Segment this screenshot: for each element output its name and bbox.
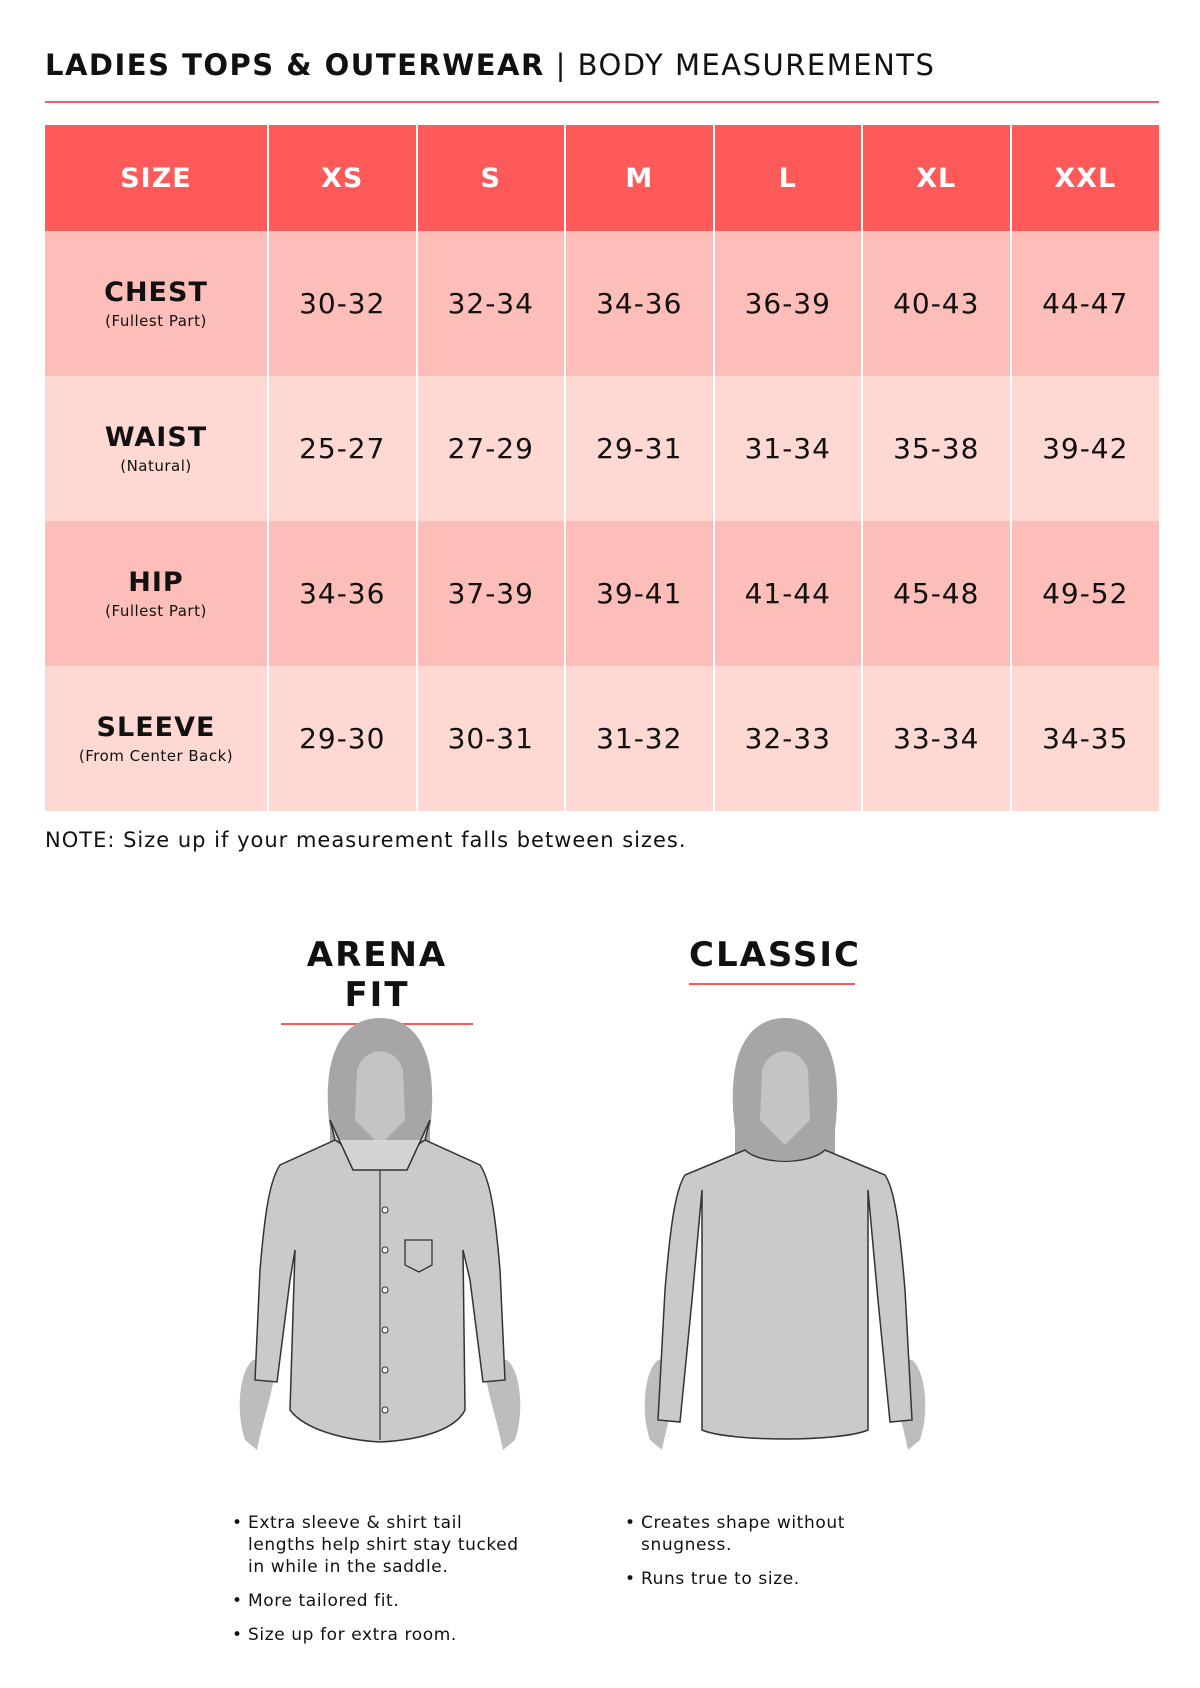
measurement-cell: 25-27 (267, 376, 417, 521)
title-bold: LADIES TOPS & OUTERWEAR (45, 48, 545, 82)
row-sublabel: (Fullest Part) (105, 312, 207, 330)
measurement-cell: 34-35 (1009, 666, 1159, 811)
title-rule (45, 101, 1159, 103)
row-label-cell: HIP (Fullest Part) (45, 521, 268, 666)
bullet: More tailored fit. (232, 1590, 532, 1612)
row-label-cell: CHEST (Fullest Part) (45, 231, 268, 376)
measurement-cell: 34-36 (267, 521, 417, 666)
measurement-cell: 40-43 (861, 231, 1011, 376)
column-header-l: L (712, 125, 862, 231)
table-row-waist: WAIST (Natural) 25-27 27-29 29-31 31-34 35-38 3… (45, 376, 1159, 521)
measurement-cell: 33-34 (861, 666, 1011, 811)
measurement-cell: 39-41 (564, 521, 714, 666)
row-sublabel: (From Center Back) (78, 747, 234, 765)
row-sublabel: (Natural) (120, 457, 192, 475)
measurement-cell: 41-44 (712, 521, 862, 666)
measurement-cell: 39-42 (1009, 376, 1159, 521)
column-header-xl: XL (861, 125, 1011, 231)
column-header-xxl: XXL (1009, 125, 1159, 231)
bullet: Creates shape without snugness. (625, 1512, 865, 1556)
column-header-size: SIZE (45, 125, 268, 231)
classic-title: CLASSIC (689, 935, 861, 975)
measurement-cell: 49-52 (1009, 521, 1159, 666)
measurement-cell: 35-38 (861, 376, 1011, 521)
row-label-cell: WAIST (Natural) (45, 376, 268, 521)
row-label-cell: SLEEVE (From Center Back) (45, 666, 268, 811)
table-row-chest: CHEST (Fullest Part) 30-32 32-34 34-36 36-39 4… (45, 231, 1159, 376)
classic-bullets: Creates shape without snugness. Runs tru… (625, 1512, 865, 1602)
bullet: Runs true to size. (625, 1568, 865, 1590)
table-row-sleeve: SLEEVE (From Center Back) 29-30 30-31 31-32 3… (45, 666, 1159, 811)
table-row-hip: HIP (Fullest Part) 34-36 37-39 39-41 41-44 45-… (45, 521, 1159, 666)
classic-rule (689, 983, 855, 985)
header-row: SIZE XS S M L XL XXL (45, 125, 1159, 231)
measurement-cell: 29-30 (267, 666, 417, 811)
row-label: SLEEVE (96, 712, 216, 743)
measurement-cell: 36-39 (712, 231, 862, 376)
row-label: HIP (128, 567, 184, 598)
bullet: Extra sleeve & shirt tail lengths help s… (232, 1512, 532, 1578)
bullet: Size up for extra room. (232, 1624, 532, 1646)
measurement-cell: 37-39 (415, 521, 565, 666)
measurement-cell: 45-48 (861, 521, 1011, 666)
row-sublabel: (Fullest Part) (105, 602, 207, 620)
page-title: LADIES TOPS & OUTERWEAR | BODY MEASUREME… (45, 48, 935, 82)
classic-heading: CLASSIC (689, 935, 859, 985)
measurement-cell: 29-31 (564, 376, 714, 521)
title-separator: | (555, 48, 567, 82)
column-header-xs: XS (267, 125, 417, 231)
row-label: CHEST (104, 277, 208, 308)
arena-fit-bullets: Extra sleeve & shirt tail lengths help s… (232, 1512, 532, 1658)
measurement-cell: 31-34 (712, 376, 862, 521)
measurement-cell: 34-36 (564, 231, 714, 376)
column-header-m: M (564, 125, 714, 231)
arena-fit-title: ARENA FIT (306, 935, 448, 1015)
measurement-cell: 32-33 (712, 666, 862, 811)
measurement-cell: 31-32 (564, 666, 714, 811)
measurement-cell: 30-31 (415, 666, 565, 811)
arena-fit-shirt-illustration (239, 1018, 521, 1450)
classic-shirt-illustration (644, 1018, 926, 1450)
note: NOTE: Size up if your measurement falls … (45, 828, 687, 852)
column-header-s: S (415, 125, 565, 231)
size-table: SIZE XS S M L XL XXL CHEST (Fullest Part) 30-32 3… (45, 125, 1159, 811)
measurement-cell: 32-34 (415, 231, 565, 376)
title-light: BODY MEASUREMENTS (577, 48, 936, 82)
measurement-cell: 30-32 (267, 231, 417, 376)
row-label: WAIST (104, 422, 208, 453)
measurement-cell: 44-47 (1009, 231, 1159, 376)
measurement-cell: 27-29 (415, 376, 565, 521)
